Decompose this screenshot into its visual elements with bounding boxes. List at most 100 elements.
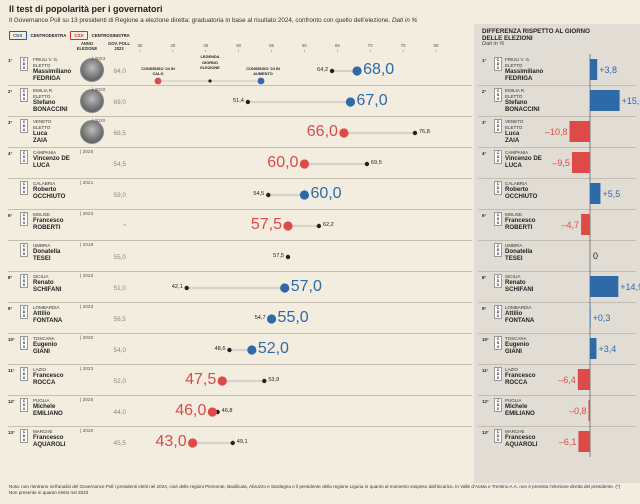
- governor-first-name: Vincenzo DE: [33, 155, 70, 162]
- right-rank-label: 8°: [482, 275, 487, 280]
- poll-2024-dot: [345, 97, 356, 107]
- region-label: LOMBARDIA: [33, 305, 60, 310]
- election-value: 64,2: [317, 67, 329, 73]
- row-separator-right: [478, 209, 636, 210]
- poll-2024-dot: [299, 159, 310, 169]
- right-last-name: ROBERTI: [505, 223, 533, 231]
- diff-value: –9,5: [552, 158, 570, 168]
- right-rank-label: 2°: [482, 89, 487, 94]
- region-label: SICILIA: [33, 274, 49, 279]
- right-first-name: Renato: [505, 279, 526, 286]
- row-separator: [8, 240, 472, 241]
- row-separator: [8, 116, 472, 117]
- legend-calo: CONSENSO '24 IN CALO: [141, 66, 175, 76]
- poll-2024-dot: [283, 221, 293, 231]
- right-first-name: Stefano: [505, 99, 528, 106]
- legend-graphic: [154, 77, 265, 85]
- governor-first-name: Michele: [33, 403, 56, 410]
- right-status-label: ELETTO: [505, 94, 523, 99]
- row-separator-right: [478, 147, 636, 148]
- poll-2024-dot: [280, 283, 290, 293]
- region-label: LAZIO: [33, 367, 47, 372]
- x-tick: 80: [433, 43, 439, 48]
- governor-last-name: OCCHIUTO: [33, 192, 66, 200]
- rank-label: 4°: [8, 151, 13, 156]
- governor-last-name: AQUAROLI: [33, 440, 66, 448]
- diff-value: –6,4: [558, 375, 576, 385]
- status-label: ELETTO: [33, 125, 51, 130]
- diff-value: –0,8: [568, 406, 587, 416]
- election-year: | 2020: [92, 88, 106, 93]
- right-last-name: OCCHIUTO: [505, 192, 538, 200]
- election-value: 69,5: [370, 160, 382, 166]
- governor-first-name: Attilio: [33, 310, 51, 317]
- x-tick: 55: [269, 43, 274, 48]
- gov-poll-2023: 69,0: [113, 99, 126, 106]
- election-value: 62,2: [322, 222, 334, 228]
- right-rank-label: 4°: [482, 151, 487, 156]
- right-first-name: Attilio: [505, 310, 523, 317]
- gov-poll-2023: 51,0: [113, 285, 126, 292]
- right-first-name: Vincenzo DE: [505, 155, 542, 162]
- diff-value: –4,7: [561, 220, 580, 230]
- poll-2024-value: 55,0: [277, 309, 309, 326]
- diff-bar: [581, 214, 590, 235]
- governor-first-name: Massimiliano: [33, 68, 72, 75]
- region-label: MARCHE: [33, 429, 53, 434]
- governor-last-name: BONACCINI: [33, 105, 68, 113]
- right-first-name: Donatella: [505, 248, 533, 255]
- governor-first-name: Francesco: [33, 372, 64, 379]
- governor-last-name: ZAIA: [33, 136, 48, 144]
- subtitle-italic: Dati in %: [391, 17, 418, 24]
- cdx-tag: CDX: [9, 31, 27, 40]
- row-separator: [8, 85, 472, 86]
- gov-poll-2023: 56,5: [113, 316, 126, 323]
- x-tick: 45: [203, 43, 209, 48]
- gov-poll-2023: *: [123, 223, 127, 230]
- election-year: | 2020: [80, 150, 94, 155]
- csx-tag: CSX: [70, 31, 88, 40]
- right-rank-label: 12°: [482, 399, 489, 404]
- election-year: | 2021: [80, 181, 94, 186]
- right-region-label: LAZIO: [505, 367, 519, 372]
- election-dot: [364, 161, 370, 167]
- right-last-name: AQUAROLI: [505, 440, 538, 448]
- right-rank-label: 11°: [482, 368, 489, 373]
- governor-photo: [80, 89, 104, 113]
- right-region-label: PUGLIA: [505, 398, 522, 403]
- governor-first-name: Renato: [33, 279, 54, 286]
- row-separator-right: [478, 240, 636, 241]
- x-tick: 60: [301, 43, 307, 48]
- election-year: | 2020: [80, 398, 94, 403]
- governor-first-name: Francesco: [33, 217, 64, 224]
- election-value: 54,7: [254, 315, 266, 321]
- governor-first-name: Eugenio: [33, 341, 58, 348]
- poll-2024-value: 60,0: [267, 154, 299, 171]
- poll-2024-dot: [299, 190, 310, 200]
- x-tick: 75: [400, 43, 406, 48]
- election-dot: [230, 440, 235, 446]
- election-year: | 2023: [80, 367, 94, 372]
- region-label: UMBRIA: [33, 243, 51, 248]
- right-region-label: VENETO: [505, 119, 524, 124]
- election-year: | 2023: [80, 305, 94, 310]
- header-anno: ANNO ELEZIONE: [76, 41, 98, 51]
- row-separator-right: [478, 271, 636, 272]
- right-panel-subtitle: Dati in %: [482, 41, 505, 47]
- right-region-label: CALABRIA: [505, 181, 528, 186]
- poll-2024-dot: [217, 376, 227, 386]
- right-status-label: ELETTO: [505, 125, 523, 130]
- poll-2024-dot: [266, 314, 277, 324]
